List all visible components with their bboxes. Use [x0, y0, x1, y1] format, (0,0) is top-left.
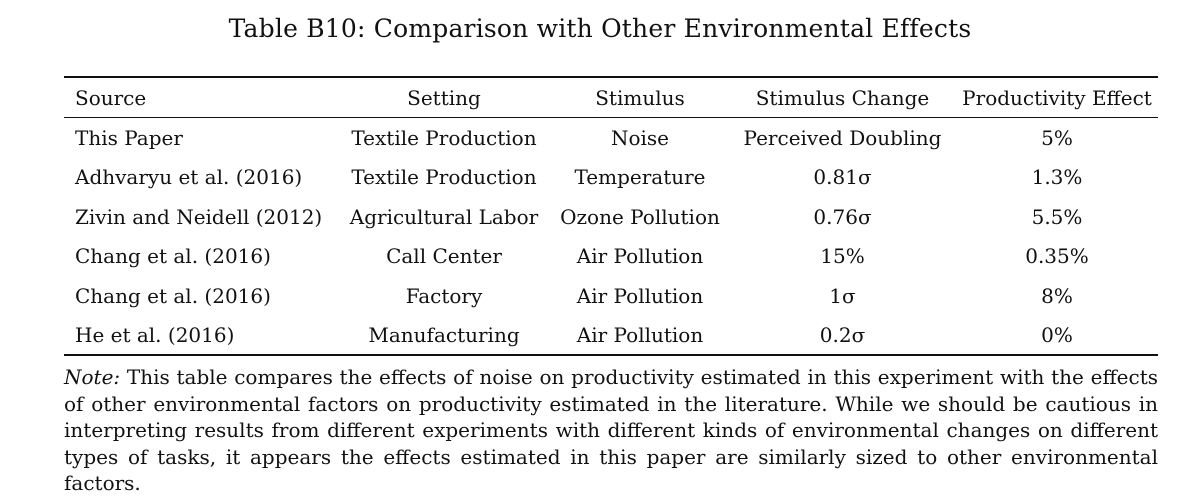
cell-stimulus-change: 0.76σ [813, 204, 872, 229]
cell-stimulus: Noise [610, 125, 670, 150]
bottom-rule [64, 354, 1158, 356]
table-row: Chang et al. (2016) Factory Air Pollutio… [64, 276, 1158, 316]
cell-setting: Agricultural Labor [349, 204, 539, 229]
cell-source: Chang et al. (2016) [75, 283, 271, 308]
cell-stimulus-change: 0.81σ [813, 165, 872, 190]
table-row: Adhvaryu et al. (2016) Textile Productio… [64, 158, 1158, 198]
cell-source: This Paper [75, 125, 183, 150]
cell-source: Adhvaryu et al. (2016) [75, 165, 303, 190]
cell-stimulus: Air Pollution [576, 323, 704, 348]
cell-source: Chang et al. (2016) [75, 244, 271, 269]
header-stimulus: Stimulus [595, 85, 685, 110]
comparison-table: Source Setting Stimulus Stimulus Change … [64, 78, 1158, 355]
cell-stimulus-change: Perceived Doubling [743, 125, 942, 150]
cell-setting: Call Center [386, 244, 502, 269]
cell-stimulus: Temperature [574, 165, 706, 190]
table-row: This Paper Textile Production Noise Perc… [64, 117, 1158, 158]
cell-stimulus: Ozone Pollution [560, 204, 720, 229]
table-note: Note: This table compares the effects of… [64, 364, 1158, 497]
cell-setting: Textile Production [351, 165, 537, 190]
cell-productivity-effect: 0.35% [1025, 244, 1089, 269]
cell-stimulus-change: 15% [820, 244, 865, 269]
cell-setting: Textile Production [351, 125, 537, 150]
cell-productivity-effect: 1.3% [1031, 165, 1083, 190]
cell-productivity-effect: 8% [1041, 283, 1073, 308]
header-rule [64, 117, 1158, 118]
cell-stimulus-change: 1σ [829, 283, 856, 308]
cell-source: He et al. (2016) [75, 323, 235, 348]
note-text: This table compares the effects of noise… [64, 365, 1158, 495]
header-stimulus-change: Stimulus Change [755, 85, 930, 110]
cell-productivity-effect: 5% [1041, 125, 1073, 150]
cell-setting: Factory [405, 283, 483, 308]
table-row: He et al. (2016) Manufacturing Air Pollu… [64, 316, 1158, 356]
header-row: Source Setting Stimulus Stimulus Change … [64, 78, 1158, 117]
table-row: Zivin and Neidell (2012) Agricultural La… [64, 197, 1158, 237]
note-label: Note: [64, 365, 121, 389]
header-setting: Setting [407, 85, 481, 110]
header-productivity-effect: Productivity Effect [962, 85, 1152, 110]
cell-source: Zivin and Neidell (2012) [75, 204, 323, 229]
cell-stimulus: Air Pollution [576, 244, 704, 269]
table-title: Table B10: Comparison with Other Environ… [228, 14, 972, 43]
table-row: Chang et al. (2016) Call Center Air Poll… [64, 237, 1158, 277]
cell-setting: Manufacturing [368, 323, 520, 348]
cell-stimulus-change: 0.2σ [819, 323, 866, 348]
top-rule [64, 76, 1158, 78]
header-source: Source [75, 85, 147, 110]
cell-productivity-effect: 0% [1041, 323, 1073, 348]
cell-stimulus: Air Pollution [576, 283, 704, 308]
cell-productivity-effect: 5.5% [1031, 204, 1083, 229]
